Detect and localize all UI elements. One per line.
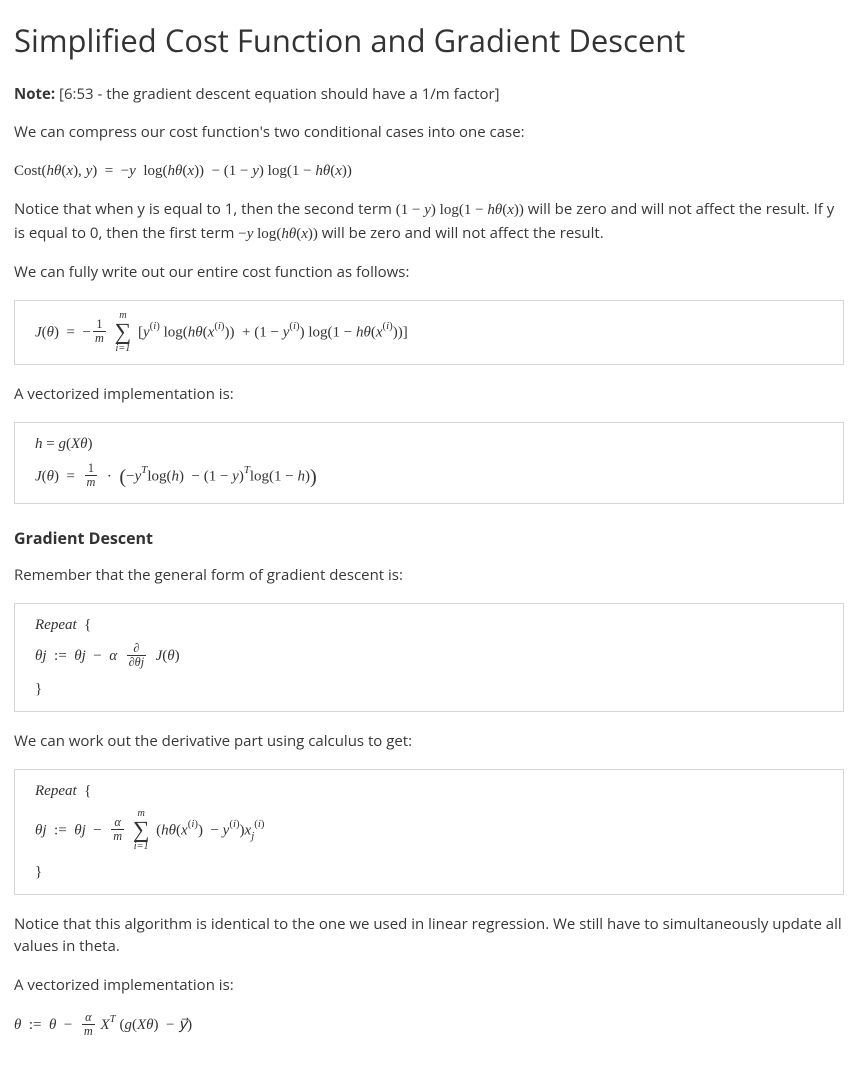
paragraph-6: We can work out the derivative part usin…: [14, 730, 844, 753]
p2a: Notice that when y is equal to 1, then t…: [14, 199, 396, 219]
inline-math-second-term: (1 − y) log(1 − hθ(x)): [396, 202, 524, 218]
paragraph-2: Notice that when y is equal to 1, then t…: [14, 198, 844, 245]
note-paragraph: Note: [6:53 - the gradient descent equat…: [14, 83, 844, 106]
equation-cost-full: J(θ) = −1m m∑i=1 [y(i) log(hθ(x(i))) + (…: [14, 300, 844, 366]
paragraph-8: A vectorized implementation is:: [14, 974, 844, 997]
subheading-gradient-descent: Gradient Descent: [14, 526, 844, 550]
equation-gd-general: Repeat { θj := θj − α ∂∂θj J(θ) }: [14, 603, 844, 712]
paragraph-4: A vectorized implementation is:: [14, 383, 844, 406]
equation-gd-derived: Repeat { θj := θj − αm m∑i=1 (hθ(x(i)) −…: [14, 769, 844, 895]
paragraph-1: We can compress our cost function's two …: [14, 121, 844, 144]
page-title: Simplified Cost Function and Gradient De…: [14, 18, 844, 65]
equation-gd-vectorized: θ := θ − αm XT (g(Xθ) − y⃗): [14, 1012, 844, 1039]
p2c: will be zero and will not affect the res…: [318, 223, 604, 243]
paragraph-7: Notice that this algorithm is identical …: [14, 913, 844, 958]
paragraph-3: We can fully write out our entire cost f…: [14, 261, 844, 284]
note-label: Note:: [14, 84, 55, 104]
paragraph-5: Remember that the general form of gradie…: [14, 564, 844, 587]
note-text: [6:53 - the gradient descent equation sh…: [55, 84, 499, 104]
inline-math-first-term: −y log(hθ(x)): [238, 226, 318, 242]
equation-vectorized-cost: h = g(Xθ) J(θ) = 1m · (−yTlog(h) − (1 − …: [14, 422, 844, 505]
equation-cost-compressed: Cost(hθ(x), y) = −y log(hθ(x)) − (1 − y)…: [14, 160, 844, 183]
